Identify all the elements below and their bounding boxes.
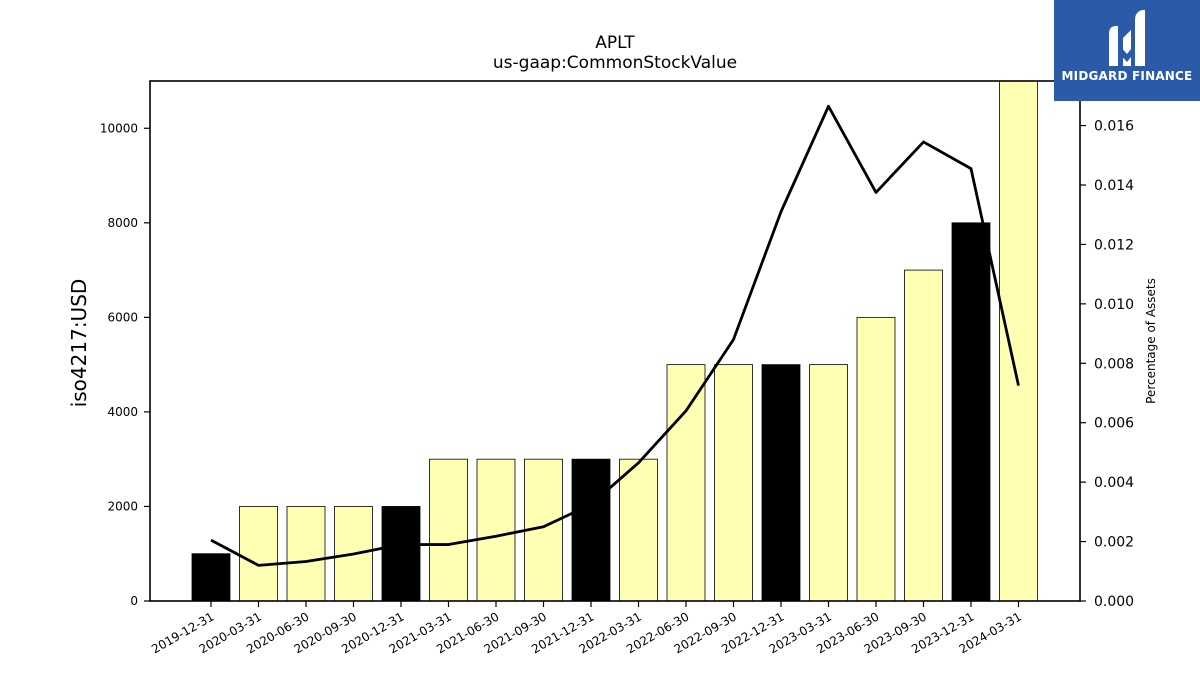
chart-subtitle: us-gaap:CommonStockValue: [493, 53, 737, 73]
y2-tick-label: 0.008: [1094, 356, 1134, 372]
logo-text: MIDGARD FINANCE: [1061, 69, 1193, 83]
y-axis-label: iso4217:USD: [67, 279, 91, 408]
bar-2023-06-30: [856, 316, 896, 602]
y2-tick-label: 0.002: [1094, 535, 1134, 551]
y-tick-label: 0: [130, 594, 138, 608]
bar-2021-03-31: [429, 458, 468, 602]
y-axis-right: 0.000 0.002 0.004 0.006 0.008 0.010 0.012 0.014…: [1080, 119, 1134, 610]
y2-axis-label: Percentage of Assets: [1144, 278, 1158, 404]
bar-2022-06-30: [666, 364, 706, 602]
y2-tick-label: 0.000: [1094, 594, 1134, 610]
y-tick-label: 6000: [107, 310, 138, 324]
y-tick-label: 8000: [107, 216, 138, 230]
y2-tick-label: 0.016: [1094, 119, 1134, 135]
y-tick-label: 2000: [107, 499, 138, 513]
bar-2022-03-31: [619, 458, 658, 602]
bar-2023-03-31: [809, 364, 848, 602]
line-layer: [210, 104, 1020, 567]
plot-frame: [149, 80, 1081, 602]
x-axis: 2019-12-312020-03-312020-06-302020-09-30…: [149, 601, 1024, 656]
y2-tick-label: 0.010: [1094, 297, 1134, 313]
bar-2021-06-30: [476, 458, 516, 602]
bar-2020-06-30: [286, 506, 326, 602]
bar-2022-12-31: [761, 364, 801, 602]
y-tick-label: 4000: [107, 405, 138, 419]
y-tick-label: 10000: [100, 121, 138, 135]
y2-tick-label: 0.004: [1094, 475, 1134, 491]
y2-tick-label: 0.006: [1094, 416, 1134, 432]
bar-2023-09-30: [904, 269, 943, 602]
logo-mark-icon: [1109, 10, 1145, 66]
bar-2020-12-31: [381, 506, 421, 602]
y2-tick-label: 0.012: [1094, 237, 1134, 253]
bar-2022-09-30: [714, 364, 753, 602]
bar-2019-12-31: [191, 553, 231, 602]
brand-logo: MIDGARD FINANCE: [1054, 0, 1200, 101]
bar-2020-03-31: [239, 506, 278, 602]
y-axis-left: 0 2000 4000 6000 8000 10000: [100, 121, 150, 608]
bar-2024-03-31: [999, 80, 1038, 602]
percentage-of-assets-line: [210, 104, 1020, 567]
y2-tick-label: 0.014: [1094, 178, 1134, 194]
bars-layer: [191, 80, 1038, 602]
bar-2021-12-31: [571, 458, 611, 602]
bar-2023-12-31: [951, 222, 991, 602]
chart-title: APLT: [595, 33, 635, 53]
